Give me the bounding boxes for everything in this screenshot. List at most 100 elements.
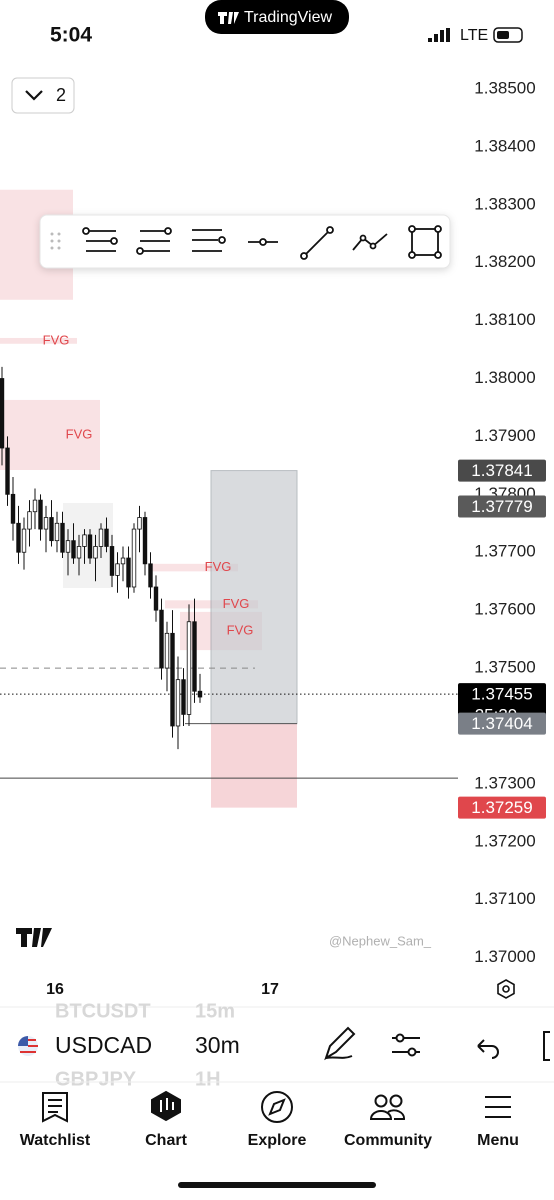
fvg-label: FVG <box>205 559 232 574</box>
symbol[interactable]: USDCAD <box>55 1032 152 1058</box>
candle-body <box>49 517 54 542</box>
interval-prev: 15m <box>195 1000 235 1022</box>
indicators-button[interactable] <box>392 1033 420 1057</box>
candle-body <box>181 679 186 715</box>
app-logo <box>218 12 239 24</box>
price-badge <box>458 459 546 482</box>
candle-body <box>115 563 120 576</box>
app-pill <box>205 0 349 34</box>
tool-hline[interactable] <box>248 238 278 246</box>
fvg-label: FVG <box>66 426 93 441</box>
price-badge-label: 1.37779 <box>471 497 532 516</box>
candle-body <box>16 522 21 553</box>
app-name: TradingView <box>244 9 332 26</box>
flag-canton <box>18 1036 28 1046</box>
y-tick-label: 1.38500 <box>474 78 535 97</box>
explore-icon <box>261 1091 293 1123</box>
candle-body <box>32 499 38 513</box>
chevron <box>25 90 43 101</box>
candle-body <box>137 517 142 530</box>
tool-fib[interactable] <box>82 227 118 252</box>
time-label: 17 <box>261 981 279 998</box>
candle-body <box>104 528 109 547</box>
plot: 1.38500 1.38400 1.38300 1.38200 1.38100 1.380… <box>0 78 536 966</box>
candle-body <box>5 447 10 495</box>
chart-icon-candles <box>160 1098 174 1112</box>
fvg-zone <box>150 563 238 572</box>
fvg-label: FVG <box>227 622 254 637</box>
candle-body <box>82 534 87 547</box>
more-button[interactable] <box>543 1031 550 1061</box>
overlay: FVGFVGFVGFVGFVG1.378411.377791.3745525:3… <box>0 332 546 819</box>
nav-explore[interactable]: Explore <box>248 1132 307 1149</box>
y-tick-label: 1.38400 <box>474 136 535 155</box>
nav-chart[interactable]: Chart <box>145 1132 187 1149</box>
candle-body <box>131 528 137 588</box>
flag-stripes <box>20 1039 38 1053</box>
price-badge-label: 1.37404 <box>471 714 532 733</box>
explore-needle <box>268 1098 286 1116</box>
layout-count: 2 <box>56 85 66 105</box>
fvg-zone <box>0 337 77 344</box>
symbol-prev: BTCUSDT <box>55 1000 151 1022</box>
tool-lines[interactable] <box>192 229 226 252</box>
undo-button[interactable] <box>477 1039 499 1059</box>
watchlist-icon <box>42 1092 68 1123</box>
profit-zone <box>210 470 298 725</box>
price-badge <box>458 712 546 735</box>
candle-body <box>159 609 164 669</box>
menu-icon <box>485 1096 511 1118</box>
candle-body <box>126 557 131 588</box>
candle-body <box>142 517 148 565</box>
price-badge <box>458 495 546 518</box>
fvg-zone <box>0 399 100 471</box>
candle-body <box>164 632 170 669</box>
fvg-label: FVG <box>223 596 250 611</box>
price-badge <box>458 796 546 819</box>
y-tick-label: 1.37100 <box>474 889 535 908</box>
nav-community[interactable]: Community <box>344 1132 432 1149</box>
candle-body <box>0 378 5 449</box>
tool-channel[interactable] <box>136 227 172 255</box>
settings-dot <box>502 985 510 993</box>
y-tick-label: 1.38100 <box>474 310 535 329</box>
candle-body <box>21 528 27 553</box>
candle-body <box>175 679 181 727</box>
candle-body <box>27 511 32 530</box>
candle-body <box>54 522 60 542</box>
candle-body <box>120 557 126 565</box>
candle-body <box>10 493 16 524</box>
y-tick-label: 1.37700 <box>474 542 535 561</box>
tool-path[interactable] <box>352 233 388 251</box>
network: LTE <box>460 27 488 44</box>
y-tick-label: 1.37200 <box>474 831 535 850</box>
nav-watchlist[interactable]: Watchlist <box>20 1132 91 1149</box>
layout-button[interactable] <box>11 77 75 114</box>
drawing-toolbar <box>39 214 451 269</box>
nav-menu[interactable]: Menu <box>477 1132 519 1149</box>
interval[interactable]: 30m <box>195 1032 240 1058</box>
price-badge-label: 1.37259 <box>471 798 532 817</box>
candle-body <box>186 621 192 715</box>
candle-body <box>87 534 93 559</box>
draw-button[interactable] <box>324 1026 356 1061</box>
tool-rectangle[interactable] <box>408 225 442 259</box>
fvg-label: FVG <box>43 332 70 347</box>
symbol-next: GBPJPY <box>55 1068 137 1090</box>
y-tick-label: 1.37900 <box>474 426 535 445</box>
candle-body <box>71 540 76 559</box>
candle-body <box>170 632 175 727</box>
candle-body <box>60 522 65 553</box>
tv-logo <box>16 928 52 947</box>
y-tick-label: 1.38300 <box>474 194 535 213</box>
community-icon <box>369 1094 405 1120</box>
toolbar-grip <box>50 232 61 250</box>
battery <box>493 27 523 43</box>
candle-body <box>192 621 197 692</box>
settings-button[interactable] <box>497 979 515 999</box>
candle-body <box>197 690 203 698</box>
tool-trendline[interactable] <box>300 226 334 260</box>
time-label: 16 <box>46 981 64 998</box>
